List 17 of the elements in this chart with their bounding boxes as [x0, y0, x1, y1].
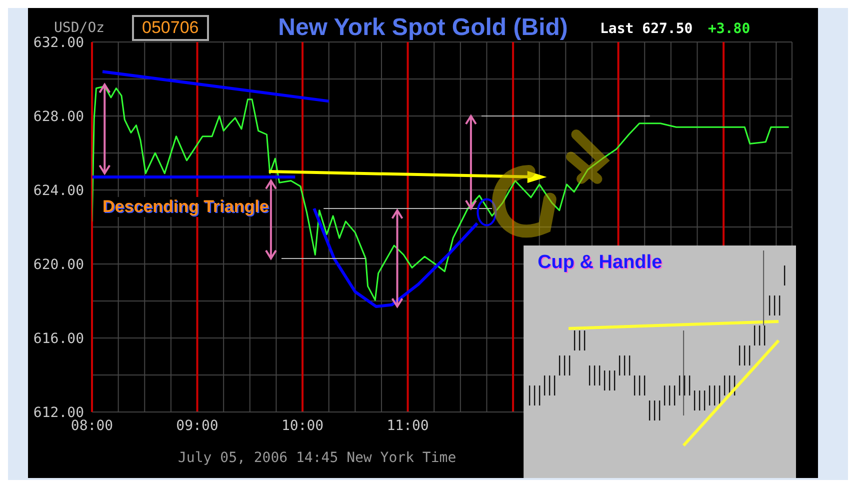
text: 050706 [132, 15, 209, 41]
y-axis-title: USD/Oz [54, 20, 105, 36]
y-tick-label: 616.00 [33, 330, 84, 347]
chart-title: New York Spot Gold (Bid) [278, 14, 568, 41]
y-tick-label: 624.00 [33, 182, 84, 199]
annotation: Descending Triangle [102, 197, 269, 218]
x-tick-label: 10:00 [281, 418, 324, 434]
y-tick-label: 628.00 [33, 108, 84, 125]
text: Last 627.50 [600, 21, 693, 37]
annotation: Cup & Handle [538, 252, 662, 274]
text: +3.80 [708, 21, 750, 37]
x-tick-label: 11:00 [386, 418, 429, 434]
y-tick-label: 620.00 [33, 256, 84, 273]
y-tick-label: 632.00 [33, 34, 84, 51]
x-tick-label: 09:00 [176, 418, 218, 434]
line-series [92, 86, 790, 301]
x-axis-title: July 05, 2006 14:45 New York Time [178, 450, 456, 466]
